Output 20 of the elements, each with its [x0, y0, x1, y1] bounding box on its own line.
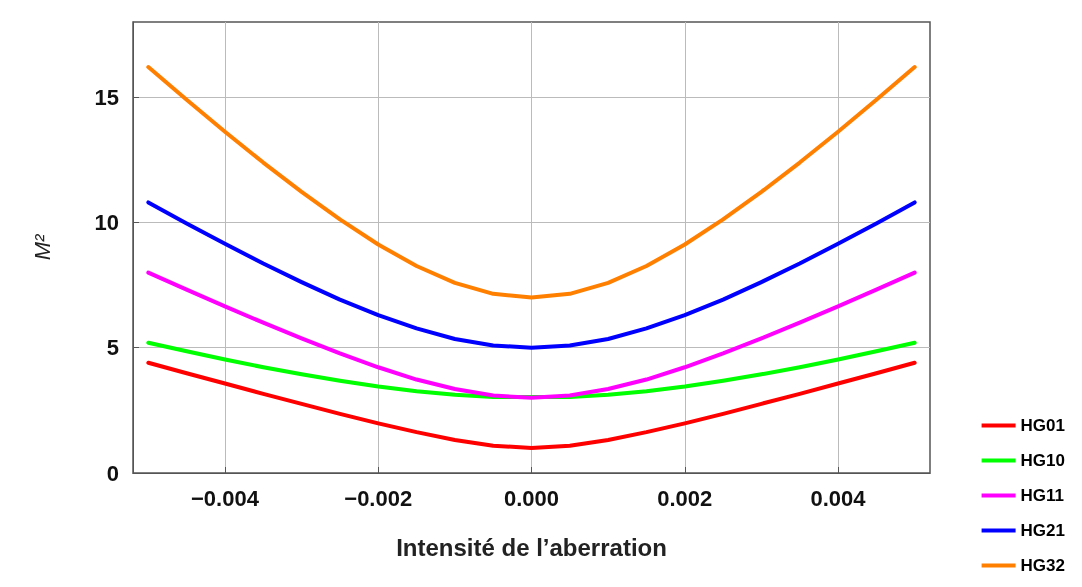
y-tick-label: 15 [94, 84, 119, 110]
legend-label: HG32 [1020, 556, 1066, 575]
y-tick-label: 10 [94, 209, 119, 235]
x-tick-label: 0.000 [503, 485, 560, 511]
y-tick-label: 0 [106, 460, 119, 486]
x-tick-label: 0.004 [810, 485, 867, 511]
y-axis-title: M² [29, 234, 55, 261]
line-series [146, 360, 917, 450]
y-tick-label: 5 [106, 335, 119, 361]
line-series [146, 270, 917, 400]
x-tick-label: −0.002 [344, 485, 413, 511]
line-series [146, 200, 917, 350]
x-tick-label: −0.004 [191, 485, 260, 511]
legend-label: HG01 [1020, 416, 1066, 435]
x-axis-title: Intensité de l’aberration [396, 533, 667, 561]
x-tick-label: 0.002 [657, 485, 713, 511]
legend-label: HG11 [1020, 486, 1065, 505]
line-series [146, 65, 917, 300]
legend-label: HG21 [1020, 521, 1066, 540]
legend-label: HG10 [1020, 451, 1066, 470]
